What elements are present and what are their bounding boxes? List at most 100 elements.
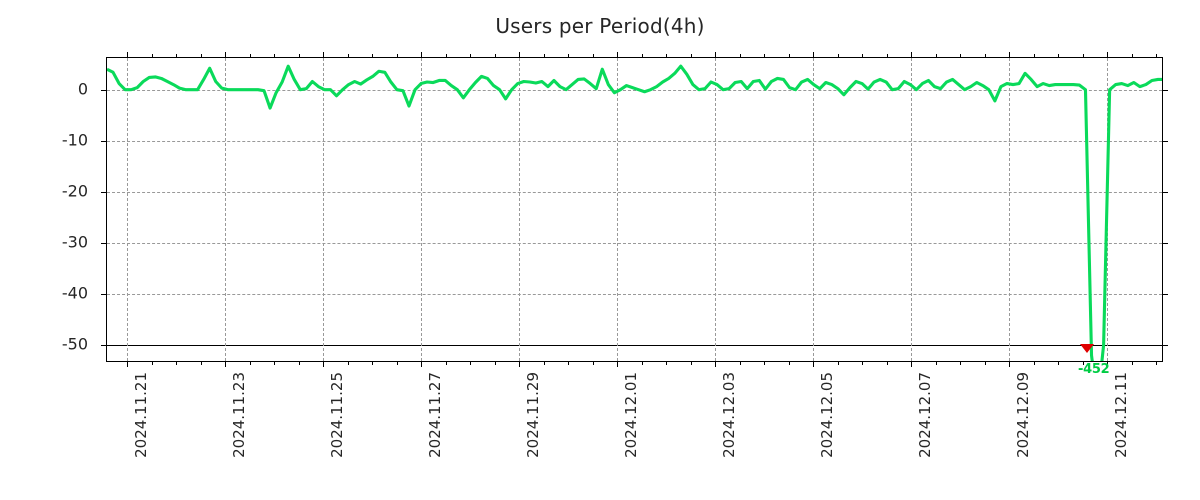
- x-axis-minor-tick: [666, 54, 667, 58]
- x-axis-minor-tick: [568, 54, 569, 58]
- x-gridline: [323, 58, 324, 361]
- x-axis-tick: [617, 52, 618, 58]
- y-gridline: [107, 242, 1162, 244]
- y-gridline: [107, 294, 1162, 296]
- x-gridline: [127, 58, 128, 361]
- x-axis-minor-tick: [372, 54, 373, 58]
- x-axis-minor-tick: [641, 361, 643, 365]
- x-axis-minor-tick: [984, 361, 986, 365]
- plot-clip: [107, 58, 1162, 361]
- x-axis-minor-tick: [666, 361, 667, 365]
- y-axis-tick: [1162, 242, 1168, 244]
- x-axis-minor-tick: [1033, 361, 1035, 365]
- x-axis-minor-tick: [739, 361, 741, 365]
- x-gridline: [911, 58, 912, 361]
- x-axis-minor-tick: [886, 361, 888, 365]
- x-axis-label: 2024.12.05: [818, 372, 836, 458]
- x-axis-minor-tick: [347, 54, 349, 58]
- y-axis-tick: [1162, 191, 1168, 193]
- x-gridline: [617, 58, 618, 361]
- x-axis-minor-tick: [1058, 54, 1059, 58]
- y-gridline: [107, 89, 1162, 91]
- y-gridline: [107, 345, 1162, 347]
- x-axis-label: 2024.12.01: [622, 372, 640, 458]
- x-axis-minor-tick: [298, 361, 300, 365]
- x-axis-minor-tick: [592, 54, 594, 58]
- x-axis-minor-tick: [200, 54, 202, 58]
- x-axis-tick: [225, 361, 226, 367]
- y-axis-tick: [101, 294, 107, 296]
- x-axis-minor-tick: [960, 361, 961, 365]
- x-axis-minor-tick: [298, 54, 300, 58]
- y-axis-tick: [101, 345, 107, 347]
- x-axis-minor-tick: [788, 54, 790, 58]
- x-axis-minor-tick: [1156, 361, 1157, 365]
- x-axis-tick: [127, 52, 128, 58]
- x-axis-minor-tick: [176, 361, 177, 365]
- x-gridline: [519, 58, 520, 361]
- x-axis-minor-tick: [764, 361, 765, 365]
- x-axis-minor-tick: [788, 361, 790, 365]
- x-axis-minor-tick: [151, 361, 153, 365]
- x-axis-minor-tick: [1058, 361, 1059, 365]
- x-axis-tick: [127, 361, 128, 367]
- x-axis-minor-tick: [592, 361, 594, 365]
- x-axis-minor-tick: [494, 361, 496, 365]
- x-axis-label: 2024.12.07: [916, 372, 934, 458]
- x-axis-minor-tick: [690, 361, 692, 365]
- x-axis-minor-tick: [1156, 54, 1157, 58]
- x-axis-minor-tick: [494, 54, 496, 58]
- y-axis-tick: [1162, 345, 1168, 347]
- y-axis-tick: [101, 89, 107, 91]
- chart-title: Users per Period(4h): [495, 14, 705, 38]
- x-axis-minor-tick: [151, 54, 153, 58]
- x-axis-minor-tick: [1131, 54, 1133, 58]
- y-gridline: [107, 191, 1162, 193]
- x-axis-tick: [519, 52, 520, 58]
- x-axis-minor-tick: [1033, 54, 1035, 58]
- x-axis-tick: [519, 361, 520, 367]
- x-axis-tick: [421, 361, 422, 367]
- x-axis-minor-tick: [837, 361, 839, 365]
- x-axis-minor-tick: [200, 361, 202, 365]
- x-axis-minor-tick: [543, 361, 545, 365]
- x-axis-tick: [1009, 361, 1010, 367]
- x-axis-label: 2024.12.09: [1014, 372, 1032, 458]
- x-axis-tick: [911, 52, 912, 58]
- x-axis-minor-tick: [470, 361, 471, 365]
- series-layer: [107, 64, 1162, 361]
- x-axis-tick: [323, 361, 324, 367]
- x-axis-minor-tick: [568, 361, 569, 365]
- x-axis-tick: [617, 361, 618, 367]
- x-axis-minor-tick: [690, 54, 692, 58]
- x-axis-tick: [421, 52, 422, 58]
- x-axis-minor-tick: [984, 54, 986, 58]
- x-gridline: [813, 58, 814, 361]
- x-axis-label: 2024.12.03: [720, 372, 738, 458]
- y-axis-tick: [1162, 294, 1168, 296]
- y-axis-label: -20: [61, 181, 88, 201]
- x-axis-minor-tick: [274, 54, 275, 58]
- x-gridline: [715, 58, 716, 361]
- x-axis-minor-tick: [347, 361, 349, 365]
- x-axis-tick: [813, 361, 814, 367]
- x-axis-tick: [715, 52, 716, 58]
- x-axis-label: 2024.11.29: [524, 372, 542, 458]
- x-axis-minor-tick: [176, 54, 177, 58]
- x-axis-minor-tick: [445, 361, 447, 365]
- x-axis-minor-tick: [641, 54, 643, 58]
- x-axis-minor-tick: [862, 361, 863, 365]
- y-axis-tick: [101, 140, 107, 142]
- y-gridline: [107, 140, 1162, 142]
- y-axis-label: -30: [61, 232, 88, 252]
- x-axis-minor-tick: [396, 361, 398, 365]
- x-axis-minor-tick: [1131, 361, 1133, 365]
- x-axis-minor-tick: [249, 361, 251, 365]
- y-axis-label: -40: [61, 283, 88, 303]
- x-axis-minor-tick: [249, 54, 251, 58]
- x-axis-minor-tick: [396, 54, 398, 58]
- x-gridline: [421, 58, 422, 361]
- x-axis-tick: [1107, 361, 1108, 367]
- x-axis-minor-tick: [837, 54, 839, 58]
